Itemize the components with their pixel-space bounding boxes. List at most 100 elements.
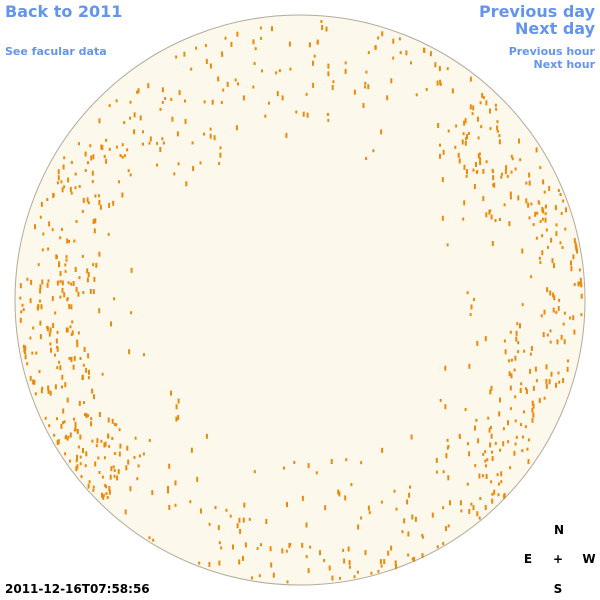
facula	[541, 250, 544, 256]
facula	[484, 336, 487, 342]
facula	[576, 248, 578, 254]
facula	[509, 407, 512, 411]
facula	[49, 342, 52, 346]
facula	[235, 125, 238, 131]
back-link[interactable]: Back to 2011	[5, 2, 123, 21]
facula	[59, 280, 62, 284]
facula	[551, 258, 554, 264]
facula	[309, 545, 312, 549]
facula	[91, 388, 94, 394]
facula	[509, 330, 512, 334]
facula	[535, 379, 538, 383]
facula	[365, 70, 368, 74]
previous-hour-link[interactable]: Previous hour	[508, 45, 595, 58]
facula	[324, 505, 327, 511]
facula	[94, 461, 97, 467]
previous-day-link[interactable]: Previous day	[478, 2, 595, 21]
facula	[328, 565, 331, 571]
facula	[79, 462, 82, 466]
facula	[380, 500, 383, 504]
facular-link[interactable]: See facular data	[5, 45, 107, 58]
facula	[471, 112, 474, 116]
facula	[79, 434, 82, 440]
facula	[472, 105, 475, 111]
compass-west: W	[582, 552, 596, 566]
facula	[525, 181, 528, 185]
facula	[505, 165, 508, 171]
next-hour-link[interactable]: Next hour	[533, 58, 596, 71]
facula	[54, 384, 57, 390]
facula	[390, 78, 393, 84]
facula	[557, 306, 560, 311]
facula	[462, 217, 465, 221]
facula	[22, 344, 25, 348]
facula	[73, 417, 75, 421]
facula	[96, 438, 99, 444]
facula	[312, 60, 314, 66]
facula	[205, 433, 208, 439]
facula	[509, 191, 512, 197]
next-day-link[interactable]: Next day	[515, 19, 595, 38]
facula	[70, 332, 73, 336]
facula	[421, 535, 424, 539]
facula	[446, 243, 449, 247]
facula	[222, 88, 225, 92]
facula	[203, 132, 206, 136]
facula	[61, 385, 63, 389]
facula	[114, 452, 117, 455]
facula	[572, 315, 575, 321]
facula	[485, 160, 488, 164]
facula	[254, 47, 257, 51]
facula	[130, 311, 133, 315]
facula	[492, 183, 495, 187]
facula	[490, 214, 493, 220]
facula	[560, 212, 563, 215]
facula	[503, 493, 506, 499]
facula	[209, 127, 212, 131]
facula	[56, 345, 59, 349]
facula	[108, 202, 111, 208]
facula	[401, 530, 404, 534]
facula	[320, 20, 323, 23]
facula	[219, 146, 222, 150]
facula	[56, 417, 58, 421]
facula	[524, 425, 527, 429]
facula	[85, 413, 88, 418]
facula	[445, 453, 448, 459]
facula	[514, 355, 517, 361]
facula	[490, 433, 493, 439]
facula	[209, 133, 212, 139]
facula	[60, 180, 63, 184]
facula	[288, 41, 291, 47]
facula	[367, 51, 370, 55]
facula	[339, 576, 341, 580]
facula	[580, 313, 583, 317]
facula	[357, 524, 360, 530]
facula	[98, 118, 101, 124]
facula	[547, 245, 549, 249]
facula	[88, 369, 90, 375]
facula	[458, 158, 461, 164]
facula	[113, 423, 116, 426]
facula	[542, 179, 545, 185]
facula	[521, 449, 524, 453]
facula	[386, 95, 389, 101]
facula	[39, 334, 42, 340]
facula	[67, 281, 70, 285]
facula	[470, 304, 473, 310]
facula	[57, 175, 60, 181]
facula	[177, 162, 180, 166]
facula	[496, 120, 499, 124]
facula	[108, 444, 111, 448]
facula	[164, 97, 167, 100]
facula	[531, 407, 534, 413]
facula	[421, 533, 424, 537]
facula	[69, 459, 71, 463]
facula	[91, 439, 94, 443]
facula	[499, 397, 501, 403]
facula	[74, 186, 77, 190]
facula	[528, 216, 531, 220]
facula	[105, 158, 108, 164]
facula	[348, 560, 351, 566]
facula	[464, 408, 467, 411]
